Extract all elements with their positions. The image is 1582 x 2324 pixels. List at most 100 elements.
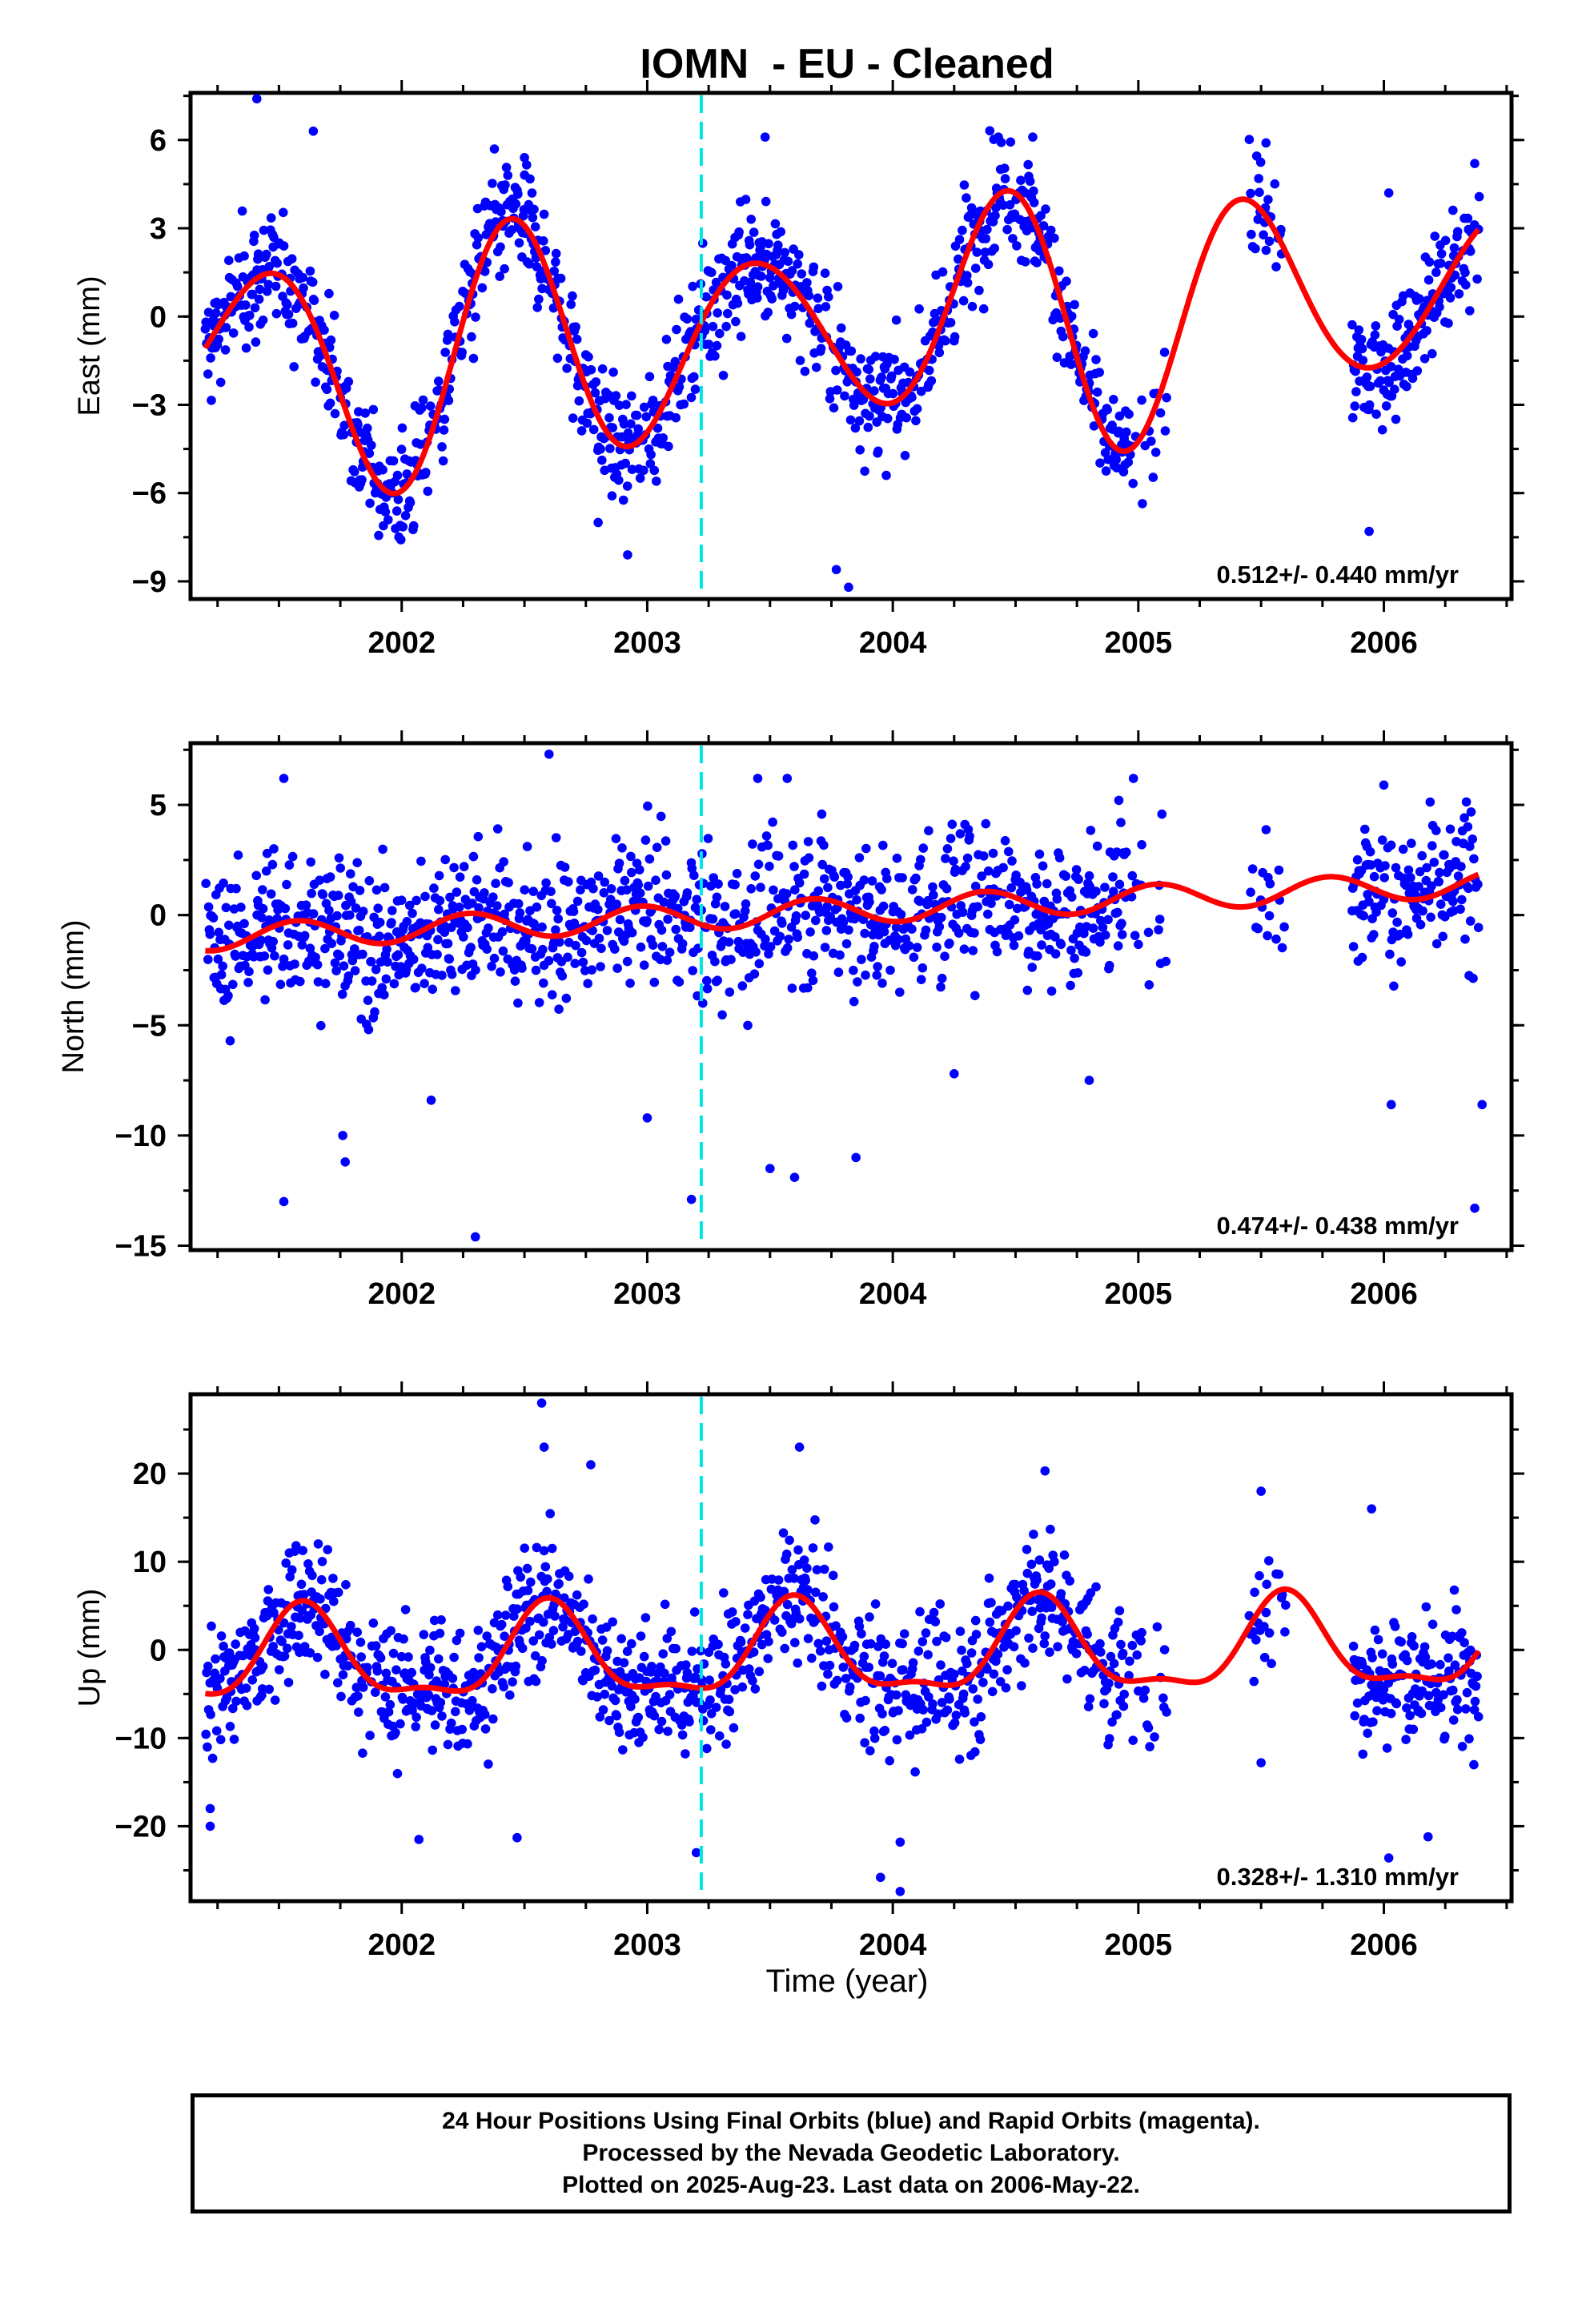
up-point	[697, 1675, 706, 1685]
north-point	[223, 991, 233, 1001]
north-point	[560, 862, 570, 872]
east-point	[763, 308, 773, 317]
up-point	[480, 1710, 490, 1719]
north-point	[244, 967, 254, 976]
up-point	[671, 1643, 681, 1654]
up-point	[1012, 1592, 1022, 1602]
up-point	[352, 1627, 363, 1637]
up-point	[740, 1623, 750, 1633]
north-point	[587, 965, 596, 975]
east-point	[958, 296, 969, 306]
east-point	[671, 412, 681, 423]
up-point	[534, 1630, 544, 1640]
east-point	[787, 266, 797, 275]
east-point	[991, 203, 1001, 213]
north-point	[754, 959, 765, 969]
up-point	[869, 1733, 880, 1743]
north-point	[596, 962, 605, 971]
east-point	[322, 384, 332, 395]
east-point	[289, 362, 299, 372]
east-point	[877, 372, 886, 382]
north-point	[1095, 937, 1105, 947]
north-point	[256, 935, 266, 945]
up-point	[250, 1633, 260, 1642]
up-point	[1071, 1649, 1082, 1659]
up-point	[719, 1588, 729, 1598]
east-point	[450, 317, 460, 327]
east-x-tick-label: 2004	[859, 626, 927, 660]
north-point	[639, 960, 649, 970]
north-x-tick-label: 2005	[1105, 1277, 1173, 1311]
up-point	[371, 1641, 381, 1651]
up-point	[721, 1739, 731, 1749]
east-point	[1050, 233, 1059, 243]
north-point	[841, 939, 852, 949]
north-point	[1415, 866, 1425, 877]
up-point	[1444, 1666, 1454, 1676]
footer-line-2: Processed by the Nevada Geodetic Laborat…	[582, 2140, 1120, 2166]
up-x-tick-label: 2004	[859, 1928, 927, 1962]
north-point	[1468, 973, 1478, 983]
up-point	[899, 1629, 909, 1638]
east-point	[764, 239, 773, 249]
east-point	[489, 144, 500, 154]
north-point	[1261, 825, 1271, 834]
up-point	[392, 1768, 403, 1779]
north-point	[1406, 873, 1415, 883]
up-point	[1259, 1652, 1270, 1663]
east-point	[619, 419, 629, 429]
east-point	[710, 351, 720, 361]
up-point	[978, 1678, 988, 1687]
up-point	[681, 1749, 690, 1759]
up-point	[677, 1720, 687, 1730]
east-point	[1384, 377, 1394, 388]
north-point	[1389, 981, 1399, 991]
north-point	[330, 958, 340, 968]
east-data-points	[200, 94, 1484, 593]
north-point	[509, 965, 520, 975]
north-point	[612, 963, 622, 973]
north-point	[775, 931, 785, 942]
north-point	[1000, 836, 1010, 846]
east-point	[596, 444, 605, 454]
up-point	[443, 1739, 453, 1750]
up-point	[303, 1559, 313, 1569]
north-point	[710, 956, 720, 967]
north-point	[1431, 939, 1442, 949]
up-point	[455, 1628, 465, 1638]
east-point	[392, 470, 403, 480]
east-point	[886, 371, 897, 381]
up-point	[400, 1605, 411, 1614]
north-point	[843, 872, 853, 882]
north-point	[1092, 841, 1102, 851]
east-point	[700, 326, 710, 336]
east-point	[357, 475, 367, 485]
east-point	[1402, 381, 1411, 392]
east-point	[844, 582, 853, 593]
east-point	[1160, 426, 1170, 436]
up-point	[1350, 1711, 1359, 1721]
east-point	[926, 376, 937, 386]
north-point	[451, 986, 460, 995]
east-point	[994, 132, 1003, 142]
north-point	[829, 872, 840, 882]
north-point	[986, 899, 996, 908]
up-point	[1127, 1640, 1138, 1651]
up-point	[870, 1599, 881, 1609]
east-point	[712, 340, 722, 351]
up-point	[1037, 1613, 1046, 1623]
up-point	[281, 1558, 291, 1568]
north-point	[325, 872, 335, 882]
north-point	[1130, 931, 1140, 940]
east-point	[635, 473, 645, 483]
north-point	[1127, 870, 1138, 881]
east-point	[221, 323, 231, 332]
east-point	[916, 386, 926, 396]
east-point	[864, 364, 873, 375]
north-point	[468, 851, 479, 862]
north-point	[295, 976, 305, 987]
north-point	[817, 809, 827, 819]
up-point	[539, 1617, 548, 1627]
